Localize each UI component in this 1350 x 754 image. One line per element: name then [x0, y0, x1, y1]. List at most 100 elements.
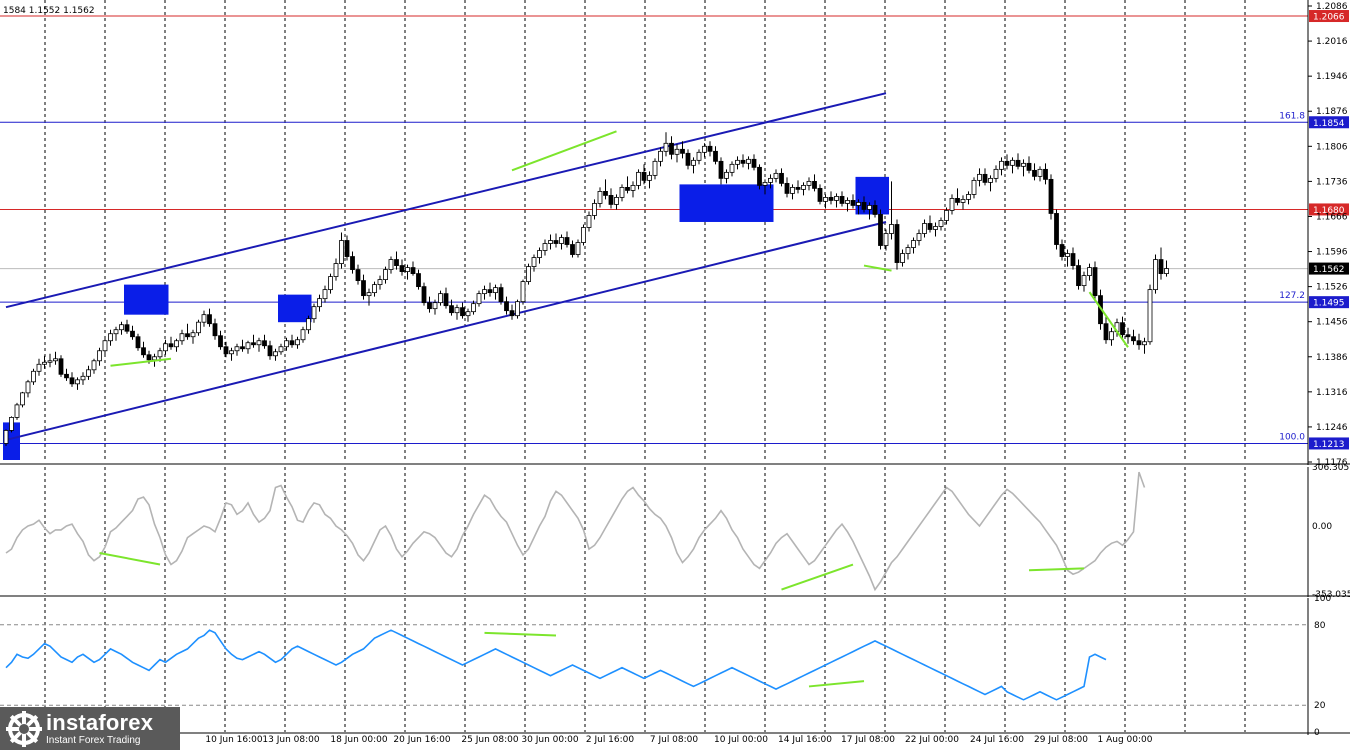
- price-tick-label: 1.1386: [1316, 353, 1348, 363]
- candle: [1120, 316, 1125, 338]
- candle: [603, 179, 608, 200]
- candle: [724, 169, 729, 184]
- candle: [581, 224, 586, 246]
- candle: [443, 287, 449, 309]
- candle: [636, 169, 641, 190]
- candle: [988, 175, 993, 192]
- candle: [977, 168, 982, 187]
- candle: [201, 310, 207, 327]
- candle: [746, 156, 751, 170]
- candle: [1136, 333, 1142, 350]
- candle: [867, 202, 872, 220]
- candle: [559, 234, 564, 250]
- candle: [680, 141, 685, 159]
- candle: [729, 161, 735, 177]
- candle: [652, 158, 658, 180]
- candle: [993, 165, 999, 183]
- divergence-line: [863, 264, 892, 272]
- price-tick-label: 1.1596: [1316, 248, 1348, 258]
- candle: [911, 237, 916, 254]
- candle: [25, 379, 31, 398]
- candle: [641, 164, 647, 185]
- price-tick-label: 1.1526: [1316, 283, 1348, 293]
- candle: [168, 336, 174, 350]
- candle: [91, 358, 97, 374]
- candle: [834, 193, 839, 208]
- channel-lower-line: [5, 221, 887, 441]
- candle: [218, 330, 223, 350]
- candle: [663, 132, 669, 157]
- horizontal-levels: 161.8 127.2 100.0: [0, 15, 1308, 444]
- candle: [1081, 271, 1087, 292]
- candle: [256, 337, 262, 352]
- candle: [762, 179, 768, 195]
- rsi-tick-label: 80: [1314, 621, 1326, 631]
- signal-zones: [3, 176, 889, 460]
- time-tick-label: 10 Jul 00:00: [714, 735, 768, 745]
- candle: [828, 191, 834, 205]
- candle: [97, 347, 102, 366]
- watermark-brand: instaforex: [46, 709, 154, 735]
- candle: [647, 171, 652, 189]
- candle: [658, 147, 663, 167]
- candle: [64, 368, 69, 381]
- candle: [515, 299, 520, 319]
- candle: [245, 340, 251, 354]
- divergence-line: [110, 357, 172, 367]
- candle: [388, 256, 394, 274]
- candle: [713, 146, 718, 165]
- candle: [355, 264, 361, 285]
- candle: [845, 197, 850, 212]
- time-tick-label: 13 Jun 08:00: [262, 735, 319, 745]
- price-level-label: 1.1854: [1313, 119, 1345, 129]
- current-price-tag: [1309, 262, 1349, 275]
- candle: [366, 288, 372, 306]
- price-level-label: 1.1680: [1313, 206, 1345, 216]
- candle: [955, 188, 960, 206]
- candle: [526, 263, 531, 285]
- candle: [130, 325, 135, 340]
- candle: [630, 181, 636, 198]
- candle: [482, 285, 487, 300]
- candle: [944, 207, 949, 225]
- time-tick-label: 14 Jul 16:00: [778, 735, 832, 745]
- candle: [795, 180, 801, 194]
- rsi-panel: [5, 629, 1107, 701]
- candle: [548, 234, 553, 250]
- candle: [14, 402, 20, 420]
- time-tick-label: 25 Jun 08:00: [461, 735, 518, 745]
- price-level-tag: [1309, 116, 1349, 129]
- cci-line: [5, 471, 1146, 592]
- candle: [542, 239, 548, 256]
- candle: [1004, 154, 1010, 170]
- candle: [383, 266, 388, 284]
- candle: [900, 249, 905, 267]
- candle: [1164, 260, 1169, 277]
- cci-tick-label: 0.00: [1312, 522, 1332, 532]
- candle: [839, 191, 845, 207]
- time-tick-label: 2 Jul 16:00: [586, 735, 635, 745]
- cci-tick-label: 306.3051: [1312, 463, 1350, 473]
- channel-upper-line: [5, 92, 887, 309]
- candle: [75, 377, 80, 390]
- candle: [707, 141, 713, 157]
- candle: [465, 308, 471, 322]
- cci-panel: [5, 471, 1146, 592]
- current-price-label: 1.1562: [1313, 265, 1345, 275]
- candle: [608, 188, 614, 209]
- candle: [850, 194, 856, 209]
- price-tick-label: 1.1806: [1316, 142, 1348, 152]
- candle: [361, 274, 366, 300]
- candle: [872, 200, 878, 218]
- candle: [960, 195, 966, 210]
- candle: [702, 143, 707, 158]
- candle: [273, 348, 278, 361]
- price-level-label: 1.1213: [1313, 440, 1345, 450]
- candle: [251, 334, 256, 348]
- candle: [416, 269, 421, 290]
- candle: [509, 304, 515, 320]
- candle: [493, 284, 498, 300]
- rsi-tick-label: 20: [1314, 701, 1326, 711]
- candle: [757, 164, 762, 190]
- candle: [823, 194, 828, 209]
